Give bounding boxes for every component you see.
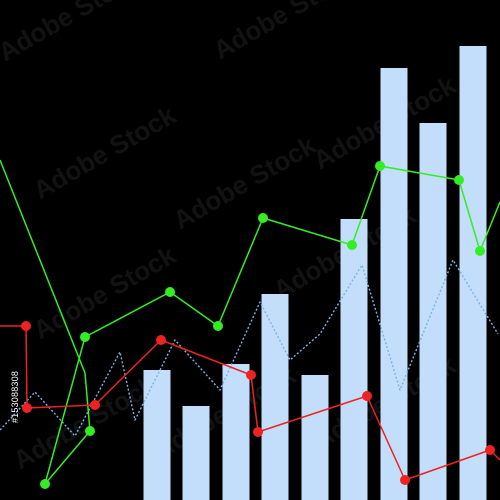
green-marker-9: [454, 175, 464, 185]
green-marker-2: [85, 426, 95, 436]
red-marker-8: [400, 475, 410, 485]
red-marker-6: [253, 427, 263, 437]
stock-id-label: #153088308: [10, 370, 20, 424]
red-marker-5: [246, 370, 256, 380]
red-marker-9: [485, 445, 495, 455]
bar-4: [261, 294, 289, 500]
series-line-dotted-line: [0, 259, 499, 437]
green-marker-6: [258, 213, 268, 223]
bar-9: [459, 46, 487, 500]
green-marker-4: [165, 287, 175, 297]
bar-3: [222, 364, 250, 500]
bar-1: [143, 370, 171, 500]
red-marker-3: [90, 400, 100, 410]
green-marker-8: [375, 161, 385, 171]
red-marker-4: [156, 335, 166, 345]
bars-layer: [143, 46, 487, 500]
red-marker-7: [362, 391, 372, 401]
markers-layer: [21, 161, 495, 489]
bar-7: [380, 68, 408, 500]
green-marker-10: [475, 246, 485, 256]
green-marker-7: [347, 240, 357, 250]
bar-2: [182, 406, 210, 500]
green-marker-1: [80, 332, 90, 342]
red-marker-1: [21, 321, 31, 331]
bar-6: [340, 219, 368, 500]
bar-5: [301, 375, 329, 500]
green-marker-3: [40, 479, 50, 489]
red-marker-2: [22, 403, 32, 413]
green-marker-5: [213, 321, 223, 331]
bar-8: [419, 123, 447, 500]
dotted-line-layer: [0, 259, 499, 437]
